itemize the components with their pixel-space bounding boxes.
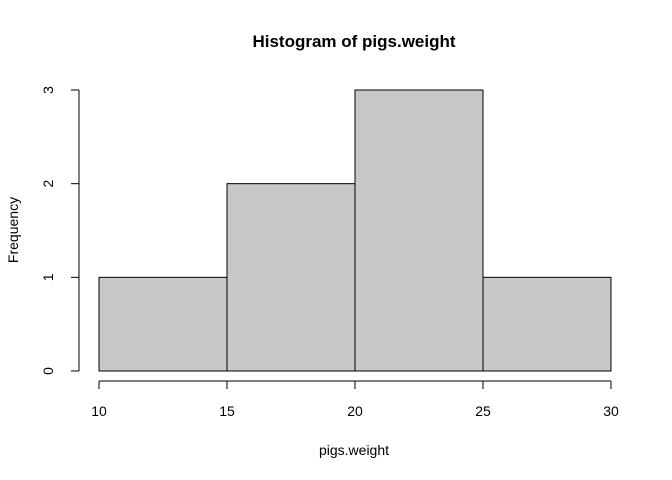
histogram-bar-10-15	[98, 276, 228, 372]
x-axis-label: pigs.weight	[319, 442, 389, 458]
histogram-bar-20-25	[354, 89, 484, 372]
histogram-bar-15-20	[226, 183, 356, 372]
x-tick-label: 20	[347, 403, 363, 419]
y-tick-label: 1	[40, 273, 56, 281]
x-tick-label: 10	[91, 403, 107, 419]
x-tick-label: 25	[475, 403, 491, 419]
y-tick-label: 0	[40, 367, 56, 375]
y-axis-label: Frequency	[5, 197, 21, 263]
y-tick-label: 3	[40, 86, 56, 94]
x-tick-label: 15	[219, 403, 235, 419]
chart-title: Histogram of pigs.weight	[252, 32, 455, 51]
y-tick-label: 2	[40, 180, 56, 188]
bars-group	[98, 89, 612, 372]
y-axis: 0 1 2 3	[40, 86, 80, 375]
histogram-bar-25-30	[482, 276, 612, 372]
x-axis: 10 15 20 25 30	[91, 380, 619, 419]
x-tick-label: 30	[603, 403, 619, 419]
